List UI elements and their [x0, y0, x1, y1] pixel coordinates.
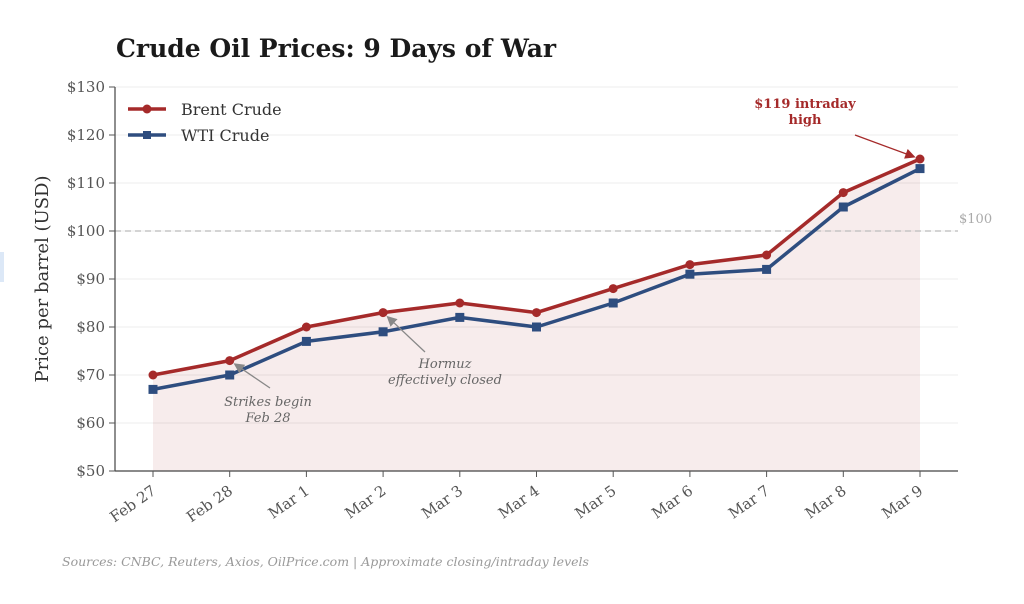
data-point — [838, 202, 848, 212]
chart-title: Crude Oil Prices: 9 Days of War — [116, 34, 557, 63]
x-tick-label: Mar 2 — [342, 482, 390, 523]
annotation-text: effectively closed — [388, 373, 502, 388]
y-axis-ticks: $50 $60 $70 $80 $90 $100 $110 $120 $130 — [67, 78, 115, 480]
y-axis-label: Price per barrel (USD) — [32, 176, 53, 383]
legend-brent-marker — [142, 104, 152, 114]
x-tick-label: Feb 27 — [106, 482, 159, 527]
data-point — [915, 164, 925, 174]
data-point — [838, 188, 848, 198]
x-tick-label: Mar 4 — [495, 482, 543, 523]
data-point — [762, 250, 772, 260]
data-point — [455, 312, 465, 322]
y-tick-label: $70 — [76, 366, 105, 384]
annotation-text: high — [789, 113, 822, 128]
x-tick-label: Feb 28 — [183, 482, 236, 527]
left-edge-artifact — [0, 252, 4, 282]
series-group — [148, 154, 925, 394]
x-tick-label: Mar 3 — [418, 482, 466, 523]
annotation-text: Feb 28 — [245, 411, 291, 426]
annotation-arrow — [233, 363, 271, 389]
x-tick-label: Mar 8 — [802, 482, 850, 523]
reference-line-label: $100 — [959, 212, 992, 227]
data-point — [608, 284, 618, 294]
data-point — [685, 269, 695, 279]
legend: Brent Crude WTI Crude — [128, 100, 282, 145]
data-point — [608, 298, 618, 308]
legend-wti-marker — [143, 131, 151, 139]
y-tick-label: $50 — [76, 462, 105, 480]
y-tick-label: $60 — [76, 414, 105, 432]
legend-brent-label: Brent Crude — [181, 100, 282, 119]
data-point — [378, 327, 388, 337]
y-tick-label: $130 — [67, 78, 105, 96]
annotation-text: Hormuz — [418, 357, 472, 372]
y-tick-label: $100 — [67, 222, 105, 240]
series-brent-crude — [148, 154, 925, 380]
data-point — [532, 322, 541, 332]
x-axis-ticks: Feb 27 Feb 28 Mar 1 Mar 2 Mar 3 Mar 4 Mar 5 Mar… — [106, 471, 926, 526]
data-point — [225, 356, 235, 366]
x-tick-label: Mar 9 — [878, 482, 926, 523]
data-point — [685, 260, 695, 270]
annotation-arrow — [854, 134, 916, 159]
x-tick-label: Mar 1 — [265, 482, 313, 523]
annotation-text: $119 intraday — [754, 97, 856, 112]
annotation-arrow — [386, 315, 426, 353]
data-point — [301, 322, 311, 332]
legend-wti-label: WTI Crude — [181, 126, 269, 145]
annotation-text: Strikes begin — [224, 395, 312, 410]
data-point — [301, 336, 311, 346]
y-tick-label: $120 — [67, 126, 105, 144]
data-point — [915, 154, 925, 164]
data-point — [762, 264, 772, 274]
y-tick-label: $110 — [67, 174, 105, 192]
y-tick-label: $90 — [76, 270, 105, 288]
data-point — [148, 370, 158, 380]
source-note: Sources: CNBC, Reuters, Axios, OilPrice.… — [62, 554, 589, 569]
data-point — [378, 308, 388, 318]
x-tick-label: Mar 5 — [572, 482, 620, 523]
data-point — [225, 370, 235, 380]
reference-line: $100 — [115, 212, 992, 232]
series-wti-crude — [148, 164, 925, 394]
data-point — [148, 384, 158, 394]
x-tick-label: Mar 7 — [725, 482, 773, 523]
data-point — [455, 298, 465, 308]
y-tick-label: $80 — [76, 318, 105, 336]
x-tick-label: Mar 6 — [648, 482, 696, 523]
data-point — [532, 308, 541, 318]
